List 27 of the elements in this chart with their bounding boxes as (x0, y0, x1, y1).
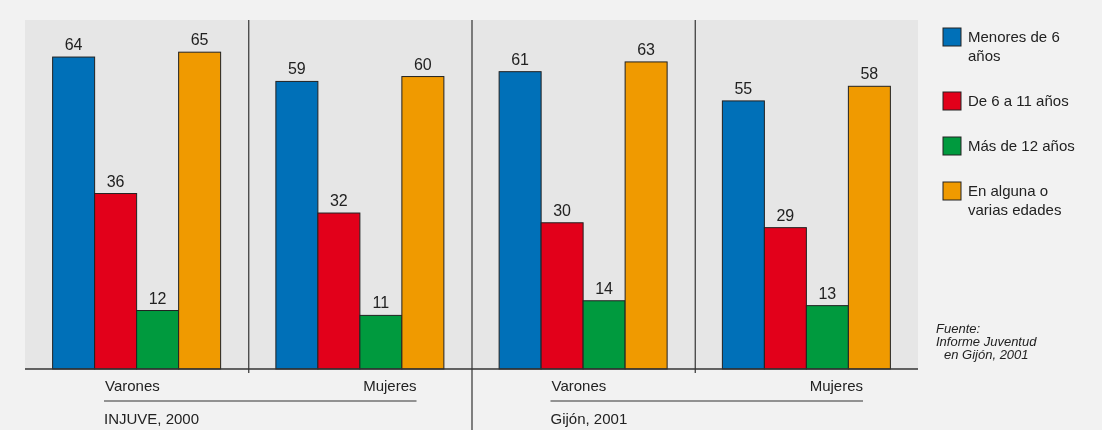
x-tick-label: Mujeres (809, 377, 863, 394)
data-label: 60 (413, 55, 432, 73)
data-label: 65 (190, 31, 209, 49)
data-label: 11 (372, 294, 390, 312)
x-tick-label: Varones (105, 377, 160, 394)
data-label: 63 (637, 40, 656, 58)
data-label: 59 (287, 60, 306, 78)
legend-label: De 6 a 11 años (968, 92, 1069, 109)
x-tick-label: Varones (551, 377, 607, 394)
data-label: 30 (553, 201, 572, 219)
data-label: 61 (511, 50, 530, 68)
data-label: 58 (860, 65, 879, 83)
data-label: 13 (818, 284, 837, 302)
data-label: 55 (734, 79, 753, 97)
data-label: 12 (148, 289, 167, 307)
x-tick-label: Mujeres (363, 377, 417, 394)
text: Gijón, 2001 (550, 410, 628, 427)
data-label: 64 (64, 36, 83, 54)
data-label: 14 (595, 279, 614, 297)
legend-label: En alguna o varias edades (968, 182, 1062, 218)
text: INJUVE, 2000 (104, 410, 200, 427)
legend-label: Menores de 6 años (968, 28, 1060, 64)
legend-label: Más de 12 años (968, 137, 1075, 154)
data-label: 32 (329, 192, 348, 210)
data-label: 36 (106, 172, 125, 190)
source-note: Fuente: Informe Juventud en Gijón, 2001 (936, 321, 1038, 362)
data-label: 29 (776, 206, 795, 224)
